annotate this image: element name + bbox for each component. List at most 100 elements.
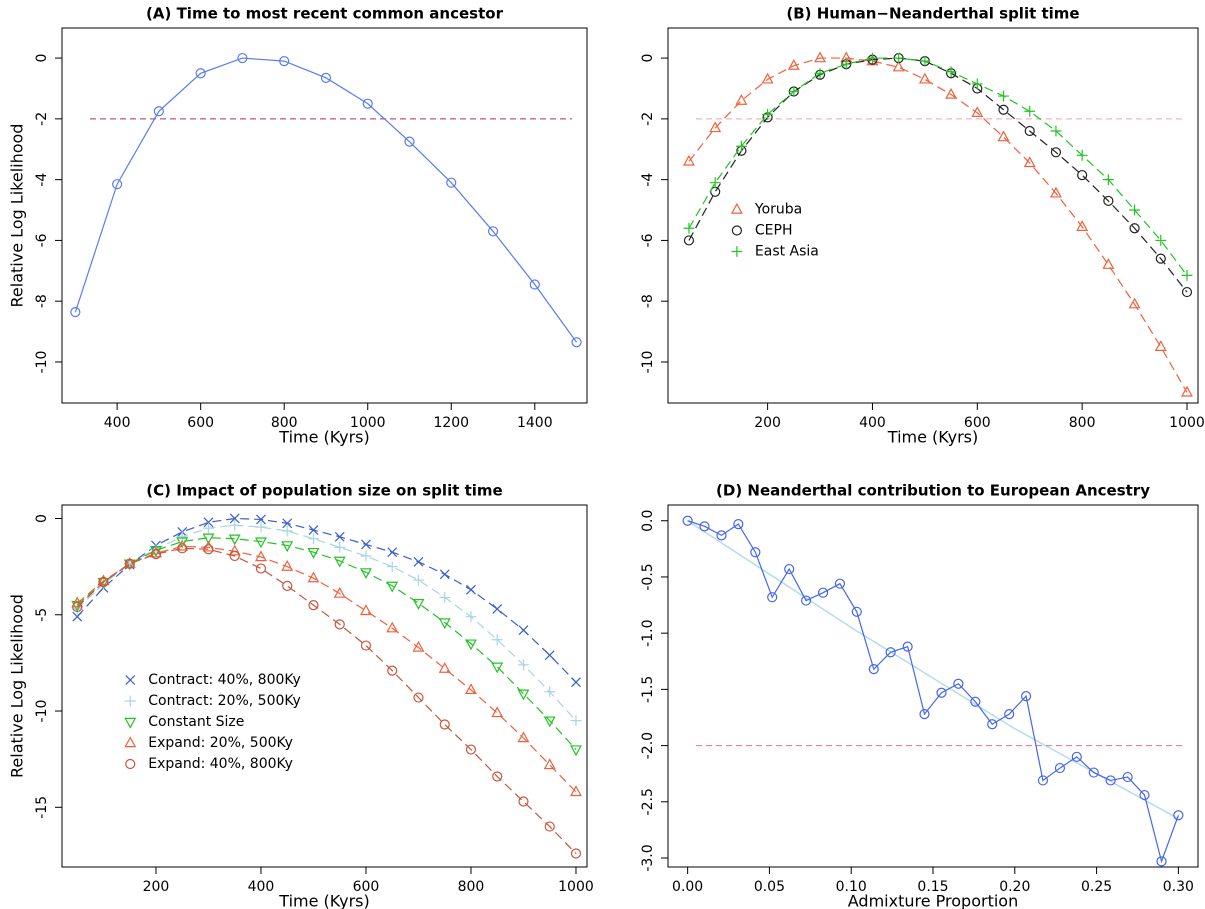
x-tick-label: 1000 bbox=[350, 415, 386, 431]
marker bbox=[1054, 762, 1066, 774]
marker bbox=[98, 576, 109, 588]
marker bbox=[1102, 174, 1114, 186]
marker bbox=[491, 662, 504, 674]
marker bbox=[150, 549, 162, 560]
marker bbox=[229, 513, 240, 524]
marker bbox=[465, 611, 477, 623]
marker bbox=[1129, 204, 1140, 216]
marker bbox=[1076, 149, 1088, 161]
y-tick-label: -4 bbox=[640, 173, 656, 187]
marker bbox=[439, 719, 450, 730]
marker bbox=[570, 848, 582, 859]
series-line bbox=[688, 57, 1188, 293]
marker bbox=[307, 547, 320, 559]
y-tick-label: -8 bbox=[640, 294, 656, 308]
legend-label: Contract: 40%, 800Ky bbox=[148, 672, 301, 688]
marker bbox=[1102, 258, 1115, 269]
marker bbox=[814, 67, 826, 79]
panel-title: (D) Neanderthal contribution to European… bbox=[716, 482, 1150, 500]
y-tick-label: 0.0 bbox=[640, 510, 656, 532]
marker bbox=[787, 59, 800, 70]
marker bbox=[1024, 125, 1035, 137]
y-tick-label: -6 bbox=[34, 233, 50, 247]
x-tick-label: 400 bbox=[104, 415, 131, 431]
marker bbox=[970, 696, 981, 707]
x-tick-label: 1200 bbox=[433, 415, 469, 431]
marker bbox=[1154, 340, 1167, 351]
x-tick-label: 200 bbox=[754, 415, 781, 431]
marker bbox=[817, 587, 829, 598]
series-line bbox=[687, 520, 1179, 864]
x-tick-label: 600 bbox=[964, 415, 991, 431]
marker bbox=[918, 72, 931, 84]
marker bbox=[203, 522, 214, 534]
y-tick-label: -10 bbox=[640, 351, 656, 374]
marker bbox=[1004, 709, 1015, 720]
marker bbox=[492, 771, 503, 782]
marker bbox=[570, 785, 582, 797]
plot-frame bbox=[667, 27, 1199, 404]
legend-label: Expand: 20%, 500Ky bbox=[148, 735, 293, 751]
marker bbox=[70, 307, 81, 318]
marker bbox=[840, 58, 852, 70]
marker bbox=[1050, 147, 1062, 158]
plot-frame bbox=[61, 27, 588, 404]
marker bbox=[902, 641, 913, 652]
marker bbox=[1049, 186, 1062, 198]
marker bbox=[735, 93, 748, 105]
marker bbox=[255, 537, 267, 549]
trend-line bbox=[687, 520, 1179, 820]
marker bbox=[1155, 253, 1166, 264]
marker bbox=[360, 640, 372, 651]
marker bbox=[1076, 220, 1089, 231]
marker bbox=[465, 639, 477, 651]
marker bbox=[333, 556, 346, 568]
marker bbox=[466, 584, 476, 595]
marker bbox=[279, 56, 290, 67]
panel-title: (A) Time to most recent common ancestor bbox=[146, 5, 504, 23]
marker bbox=[282, 518, 293, 529]
marker bbox=[195, 68, 206, 79]
marker bbox=[203, 517, 214, 528]
x-tick-label: 0.00 bbox=[672, 879, 703, 895]
marker bbox=[439, 569, 450, 580]
marker bbox=[1077, 169, 1088, 181]
marker bbox=[733, 519, 744, 530]
series-line bbox=[688, 57, 1188, 393]
marker bbox=[176, 539, 189, 551]
series-line bbox=[688, 57, 1188, 276]
marker bbox=[1139, 789, 1150, 801]
y-tick-label: -15 bbox=[34, 796, 50, 819]
marker bbox=[387, 665, 398, 676]
marker bbox=[413, 556, 424, 567]
marker bbox=[885, 647, 896, 658]
marker bbox=[971, 78, 983, 90]
x-tick-label: 0.05 bbox=[754, 879, 785, 895]
x-axis-label: Time (Kyrs) bbox=[278, 892, 369, 909]
x-tick-label: 800 bbox=[1069, 415, 1096, 431]
marker bbox=[716, 530, 727, 541]
legend-marker bbox=[125, 675, 136, 685]
marker bbox=[491, 706, 504, 718]
x-tick-label: 1000 bbox=[558, 879, 594, 895]
marker bbox=[987, 719, 998, 730]
marker bbox=[412, 640, 425, 652]
marker bbox=[71, 600, 84, 612]
marker bbox=[683, 222, 695, 234]
marker bbox=[1156, 856, 1167, 867]
marker bbox=[256, 514, 266, 525]
marker bbox=[1023, 156, 1036, 168]
x-tick-label: 200 bbox=[143, 879, 170, 895]
marker bbox=[446, 177, 457, 188]
marker bbox=[750, 547, 761, 558]
legend-marker bbox=[124, 736, 137, 748]
legend-label: Constant Size bbox=[148, 714, 244, 730]
y-tick-label: -2.0 bbox=[640, 732, 656, 759]
marker bbox=[1128, 297, 1141, 309]
marker bbox=[334, 619, 345, 630]
marker bbox=[1105, 775, 1116, 786]
legend-marker bbox=[730, 202, 743, 214]
marker bbox=[1155, 235, 1167, 246]
legend-marker bbox=[124, 717, 137, 729]
